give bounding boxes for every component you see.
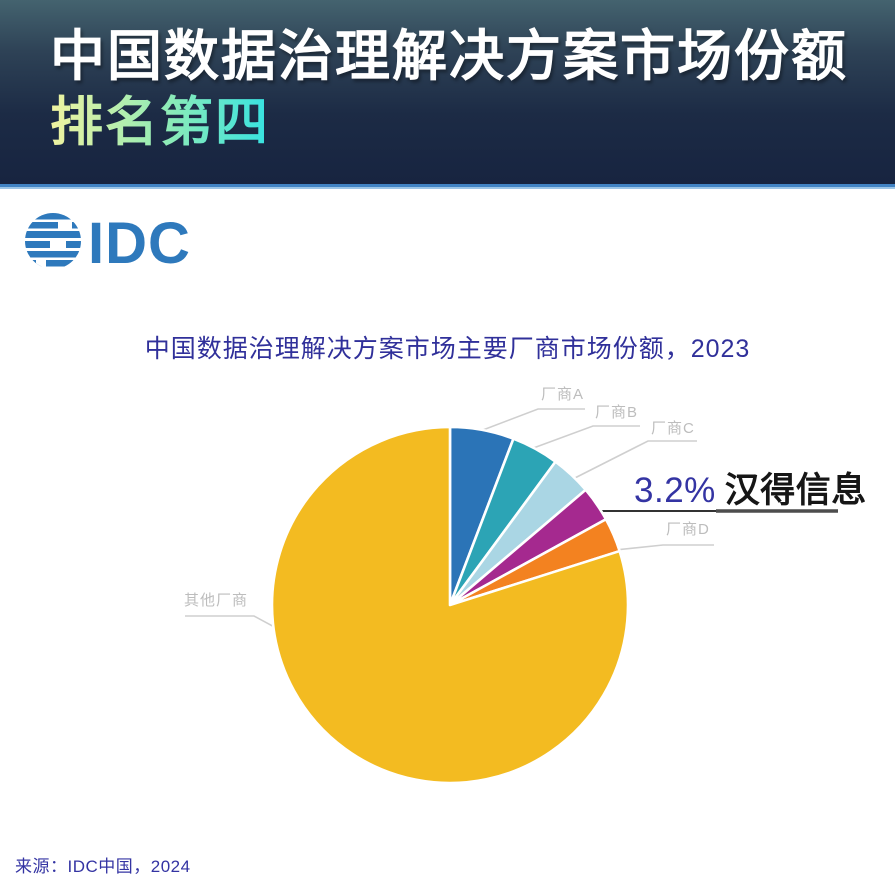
pie-chart (185, 408, 838, 785)
leader-line-vendor-b (527, 425, 640, 451)
source-note: 来源：IDC中国，2024 (15, 857, 191, 876)
page-title-line1: 中国数据治理解决方案市场份额 (50, 25, 849, 87)
pie-label-vendor-c: 厂商C (651, 420, 695, 437)
pie-slices (270, 425, 630, 785)
pie-label-others: 其他厂商 (184, 592, 249, 609)
highlight-percent: 3.2% (634, 471, 716, 510)
pie-slice-6 (270, 425, 630, 785)
page-title: 中国数据治理解决方案市场份额 排名第四 (50, 24, 895, 154)
striped-globe-icon (25, 213, 81, 267)
pie-label-vendor-b: 厂商B (595, 404, 639, 421)
highlight-callout: 3.2% 汉得信息 (634, 462, 867, 513)
pie-label-vendor-d: 厂商D (666, 521, 710, 538)
pie-chart-area (0, 370, 895, 840)
leader-line-vendor-a (474, 408, 585, 434)
page-title-line2-rank: 排名第四 (50, 92, 270, 152)
header-banner: 中国数据治理解决方案市场份额 排名第四 (0, 0, 895, 187)
pie-label-vendor-a: 厂商A (541, 386, 585, 403)
leader-line-vendor-c (564, 440, 697, 484)
chart-title: 中国数据治理解决方案市场主要厂商市场份额，2023 (144, 335, 751, 363)
idc-logo-svg: IDC (25, 211, 191, 276)
highlight-vendor-name: 汉得信息 (724, 471, 867, 510)
idc-logo: IDC (24, 210, 200, 276)
idc-logo-text: IDC (88, 211, 191, 272)
